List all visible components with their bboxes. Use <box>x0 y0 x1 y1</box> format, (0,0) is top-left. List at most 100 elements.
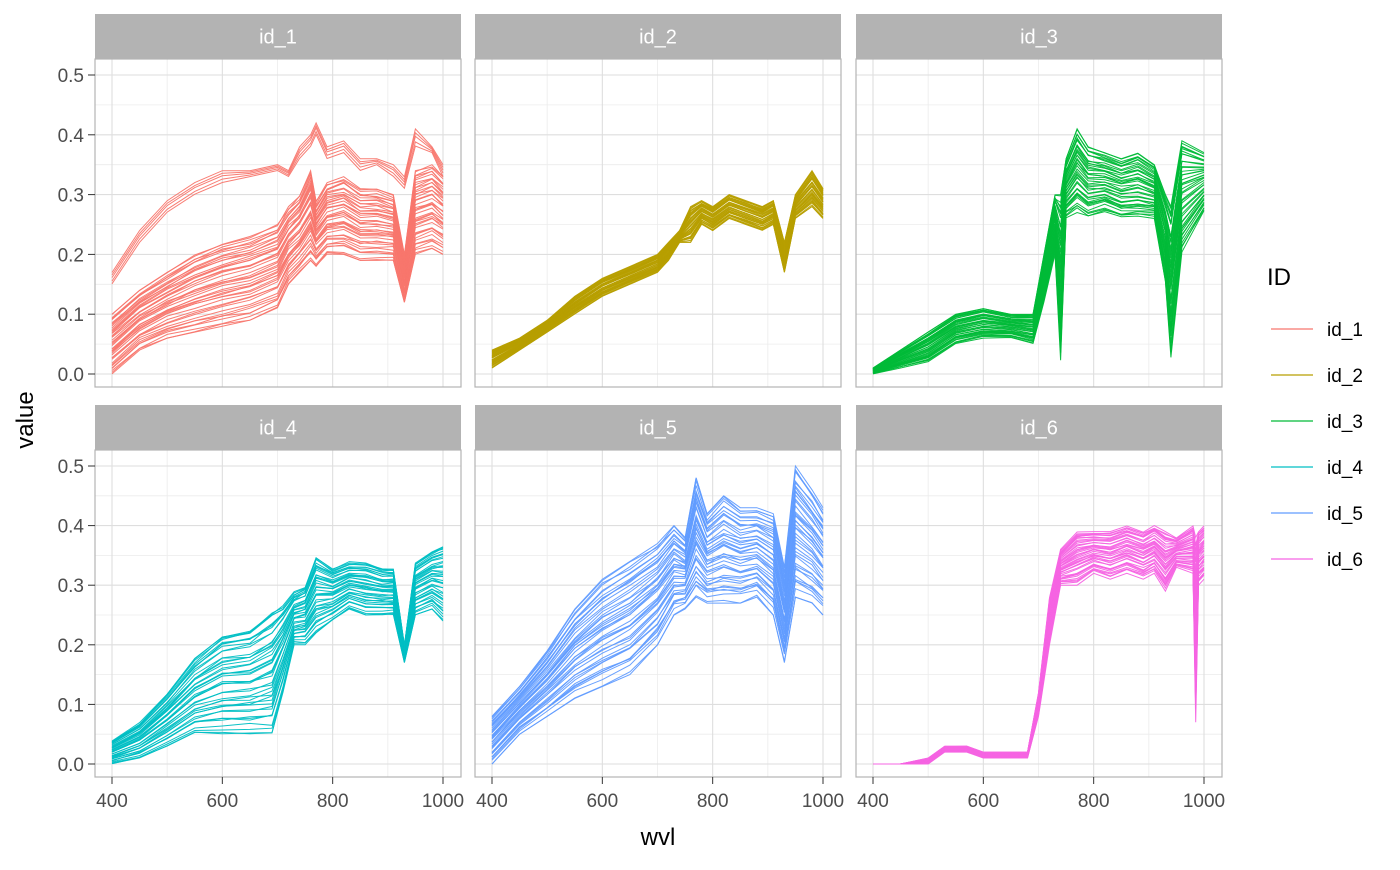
spectrum-line-id_5 <box>491 486 824 726</box>
y-tick-label: 0.4 <box>58 126 85 147</box>
spectrum-line-id_5 <box>491 574 824 758</box>
x-tick-label: 400 <box>476 791 508 812</box>
tick-labels: 0.0 0.1 0.2 0.3 0.4 0.5 0.0 0.1 0.2 0.3 0.4 0.5 400 6… <box>58 66 1226 812</box>
legend-label-id_1: id_1 <box>1327 320 1363 341</box>
spectrum-line-id_2 <box>491 169 824 351</box>
spectrum-line-id_5 <box>491 470 824 720</box>
spectrum-line-id_5 <box>491 468 824 718</box>
spectrum-line-id_5 <box>491 532 824 743</box>
spectrum-line-id_1 <box>111 126 444 278</box>
y-tick-label: 0.1 <box>58 305 84 326</box>
spectrum-line-id_5 <box>491 568 824 754</box>
legend-label-id_2: id_2 <box>1327 366 1363 387</box>
spectrum-line-id_5 <box>491 523 824 739</box>
y-tick-label: 0.0 <box>58 755 84 776</box>
spectrum-line-id_5 <box>491 480 824 722</box>
y-tick-label: 0.1 <box>58 695 84 716</box>
spectrum-line-id_5 <box>491 489 824 726</box>
legend-label-id_4: id_4 <box>1327 458 1363 479</box>
panel-id_2: id_2 <box>474 14 842 388</box>
spectrum-line-id_1 <box>111 207 444 346</box>
x-tick-label: 1000 <box>422 791 464 812</box>
spectrum-line-id_6 <box>873 525 1205 765</box>
spectrum-line-id_1 <box>111 164 444 315</box>
y-tick-label: 0.0 <box>58 365 84 386</box>
spectrum-line-id_1 <box>111 124 444 276</box>
strip-label-id_4: id_4 <box>259 418 297 440</box>
x-tick-label: 1000 <box>1183 791 1225 812</box>
spectrum-line-id_5 <box>491 510 824 733</box>
x-tick-label: 800 <box>317 791 349 812</box>
y-tick-label: 0.2 <box>58 245 84 266</box>
strip-id_2 <box>475 14 841 59</box>
panel-border-id_6 <box>855 449 1223 778</box>
y-tick-label: 0.3 <box>58 576 84 597</box>
x-axis-title: wvl <box>640 824 676 851</box>
x-tick-label: 800 <box>1078 791 1110 812</box>
panel-id_3: id_3 <box>855 14 1223 388</box>
spectrum-line-id_1 <box>111 247 444 373</box>
series-id_6 <box>873 525 1205 765</box>
legend-label-id_5: id_5 <box>1327 504 1363 525</box>
spectrum-line-id_5 <box>491 580 824 760</box>
spectrum-line-id_5 <box>491 594 824 765</box>
strip-label-id_3: id_3 <box>1020 27 1058 49</box>
spectrum-line-id_5 <box>491 576 824 758</box>
spectrum-line-id_1 <box>111 193 444 336</box>
spectrum-line-id_5 <box>491 546 824 747</box>
panel-border-id_1 <box>94 58 462 388</box>
x-tick-label: 800 <box>697 791 729 812</box>
series-id_1 <box>111 121 444 375</box>
y-tick-label: 0.5 <box>58 66 84 87</box>
strip-id_1 <box>95 14 461 59</box>
panel-id_4: id_4 <box>94 405 462 778</box>
strip-id_3 <box>856 14 1222 59</box>
strip-id_6 <box>856 405 1222 450</box>
x-tick-label: 1000 <box>802 791 844 812</box>
y-axis-title: value <box>12 391 39 448</box>
spectrum-line-id_5 <box>491 504 824 731</box>
spectrum-line-id_5 <box>491 519 824 736</box>
panel-id_1: id_1 <box>94 14 462 388</box>
spectrum-line-id_5 <box>491 566 824 755</box>
spectrum-line-id_5 <box>491 526 824 740</box>
x-tick-label: 600 <box>967 791 999 812</box>
spectrum-line-id_5 <box>491 514 824 737</box>
panels: id_1 id_2 id_3 id_4 id_5 id_6 <box>94 14 1223 778</box>
series-id_5 <box>491 464 824 765</box>
strip-label-id_2: id_2 <box>639 27 677 49</box>
spectrum-line-id_3 <box>872 127 1205 369</box>
panel-id_6: id_6 <box>855 405 1223 778</box>
x-tick-label: 400 <box>857 791 889 812</box>
strip-label-id_1: id_1 <box>259 27 297 49</box>
series-id_4 <box>111 546 444 765</box>
plot-area-id_6 <box>856 450 1222 777</box>
spectrum-line-id_1 <box>111 133 444 285</box>
panel-border-id_3 <box>855 58 1223 388</box>
spectrum-line-id_5 <box>491 550 824 748</box>
series-id_3 <box>872 127 1205 375</box>
spectrum-line-id_1 <box>111 227 444 358</box>
legend: ID id_1 id_2 id_3 id_4 id_5 id_6 <box>1267 264 1363 571</box>
x-tick-label: 600 <box>206 791 238 812</box>
x-tick-label: 400 <box>96 791 128 812</box>
strip-label-id_5: id_5 <box>639 418 677 440</box>
series-id_2 <box>491 169 824 369</box>
spectrum-line-id_2 <box>491 198 824 366</box>
spectrum-line-id_1 <box>111 245 444 371</box>
legend-label-id_6: id_6 <box>1327 550 1363 571</box>
spectrum-line-id_5 <box>491 497 824 729</box>
y-tick-label: 0.3 <box>58 186 84 207</box>
spectrum-line-id_1 <box>111 203 444 343</box>
spectrum-line-id_2 <box>491 188 824 361</box>
panel-border-id_2 <box>474 58 842 388</box>
strip-id_4 <box>95 405 461 450</box>
y-tick-label: 0.4 <box>58 517 85 538</box>
x-tick-label: 600 <box>586 791 618 812</box>
strip-id_5 <box>475 405 841 450</box>
legend-label-id_3: id_3 <box>1327 412 1363 433</box>
y-tick-label: 0.5 <box>58 457 84 478</box>
spectrum-line-id_4 <box>111 546 444 742</box>
